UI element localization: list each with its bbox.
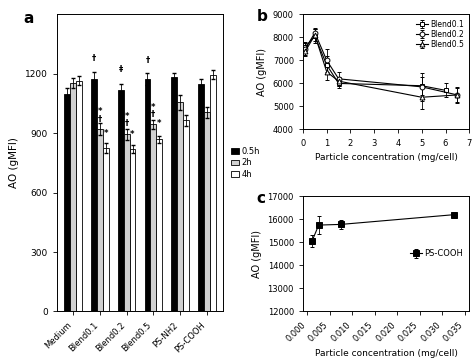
X-axis label: Particle concentration (mg/cell): Particle concentration (mg/cell) (315, 153, 457, 162)
Bar (70, 83, 76, 311)
Bar (124, 134, 129, 311)
Text: *: * (151, 103, 155, 112)
Bar (204, 112, 210, 311)
Text: *: * (98, 107, 102, 116)
Bar (150, 124, 156, 311)
Text: †: † (125, 119, 129, 128)
Bar (156, 139, 162, 311)
Bar (118, 90, 124, 311)
X-axis label: Particle concentration (mg/cell): Particle concentration (mg/cell) (315, 349, 457, 358)
Bar (64, 93, 70, 311)
Bar (145, 79, 150, 311)
Legend: 0.5h, 2h, 4h: 0.5h, 2h, 4h (231, 147, 260, 179)
Bar (97, 129, 103, 311)
Text: c: c (256, 190, 265, 205)
Bar (91, 79, 97, 311)
Bar (198, 84, 204, 311)
Legend: PS-COOH: PS-COOH (408, 248, 465, 260)
Y-axis label: AO (gMFI): AO (gMFI) (9, 137, 19, 188)
Y-axis label: AO (gMFI): AO (gMFI) (252, 230, 262, 278)
Bar (177, 102, 183, 311)
Bar (76, 81, 82, 311)
Bar (171, 77, 177, 311)
Text: †: † (92, 54, 96, 63)
Text: *: * (104, 129, 108, 138)
Bar (210, 75, 216, 311)
Text: †: † (146, 56, 150, 65)
Y-axis label: AO (gMFI): AO (gMFI) (257, 48, 267, 96)
Bar (103, 148, 109, 311)
Text: †: † (151, 110, 155, 119)
Bar (183, 120, 189, 311)
Bar (129, 149, 136, 311)
Text: ‡: ‡ (118, 65, 123, 74)
Text: †: † (98, 115, 102, 124)
Text: *: * (157, 119, 162, 128)
Text: b: b (256, 9, 267, 24)
Legend: Blend0.1, Blend0.2, Blend0.5: Blend0.1, Blend0.2, Blend0.5 (415, 18, 465, 50)
Text: *: * (124, 112, 129, 121)
Text: a: a (24, 11, 34, 26)
Text: *: * (130, 130, 135, 139)
